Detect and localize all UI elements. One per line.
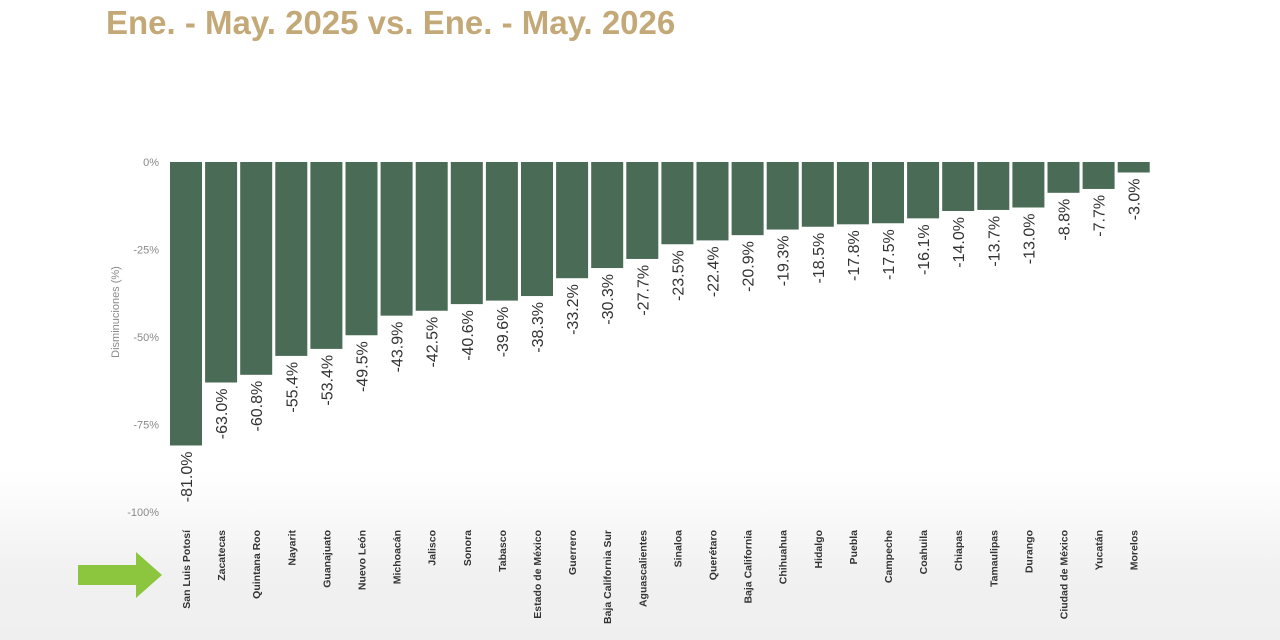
- bar: [450, 162, 483, 305]
- data-label: -53.4%: [319, 355, 336, 406]
- x-tick-label: Nuevo León: [357, 530, 369, 590]
- y-tick-label: -50%: [133, 332, 159, 344]
- y-tick-label: -100%: [127, 507, 159, 519]
- bar: [556, 162, 589, 279]
- x-tick-label: Tabasco: [497, 530, 509, 572]
- bar: [872, 162, 904, 224]
- highlight-arrow-icon: [78, 552, 162, 603]
- x-tick-label: Guanajuato: [321, 530, 333, 588]
- data-label: -33.2%: [565, 284, 582, 335]
- x-tick-label: Morelos: [1129, 530, 1141, 570]
- data-label: -13.7%: [986, 216, 1003, 267]
- data-label: -14.0%: [951, 217, 968, 268]
- x-tick-label: Estado de México: [532, 530, 544, 619]
- x-tick-label: Durango: [1023, 530, 1035, 573]
- data-label: -55.4%: [284, 362, 301, 413]
- bar: [1117, 162, 1150, 173]
- bar: [661, 162, 694, 245]
- x-tick-label: Tamaulipas: [988, 530, 1000, 587]
- data-label: -63.0%: [214, 389, 231, 440]
- bar: [907, 162, 940, 219]
- x-tick-label: Sinaloa: [672, 530, 684, 568]
- bar: [240, 162, 273, 375]
- data-label: -20.9%: [741, 241, 758, 292]
- background-fade: [0, 470, 1280, 640]
- bar: [942, 162, 975, 211]
- bar: [275, 162, 308, 356]
- x-tick-label: Zacatecas: [216, 530, 228, 581]
- x-tick-label: Chihuahua: [778, 530, 790, 584]
- x-tick-label: Campeche: [883, 530, 895, 583]
- x-tick-label: Ciudad de México: [1059, 530, 1071, 619]
- x-tick-label: San Luis Potosí: [181, 529, 193, 609]
- y-axis-label: Disminuciones (%): [110, 266, 122, 358]
- bar: [731, 162, 764, 236]
- x-tick-label: Quintana Roo: [251, 530, 263, 599]
- bar: [205, 162, 238, 383]
- x-tick-label: Querétaro: [708, 530, 720, 580]
- data-label: -19.3%: [776, 236, 793, 287]
- data-label: -81.0%: [179, 452, 196, 503]
- bar: [485, 162, 518, 301]
- bar: [836, 162, 869, 225]
- bar: [1082, 162, 1115, 189]
- x-tick-label: Hidalgo: [813, 530, 825, 569]
- data-label: -30.3%: [600, 274, 617, 325]
- data-label: -13.0%: [1021, 214, 1038, 265]
- bar: [696, 162, 729, 241]
- y-tick-label: -75%: [133, 420, 159, 432]
- y-tick-label: -25%: [133, 245, 159, 257]
- bar: [1047, 162, 1080, 193]
- data-label: -16.1%: [916, 224, 933, 275]
- bar: [310, 162, 343, 349]
- data-label: -42.5%: [425, 317, 442, 368]
- bar: [977, 162, 1010, 210]
- data-label: -60.8%: [249, 381, 266, 432]
- bar: [626, 162, 659, 259]
- x-tick-label: Chiapas: [953, 530, 965, 571]
- x-tick-label: Yucatán: [1094, 530, 1106, 570]
- bar: [170, 162, 202, 446]
- data-label: -17.8%: [846, 230, 863, 281]
- x-tick-label: Puebla: [848, 530, 860, 565]
- data-label: -23.5%: [670, 250, 687, 301]
- data-label: -18.5%: [811, 233, 828, 284]
- data-label: -49.5%: [355, 341, 372, 392]
- data-label: -7.7%: [1092, 195, 1109, 237]
- data-label: -43.9%: [390, 322, 407, 373]
- bar: [415, 162, 448, 311]
- data-label: -22.4%: [706, 246, 723, 297]
- data-label: -38.3%: [530, 302, 547, 353]
- chart-title: Ene. - May. 2025 vs. Ene. - May. 2026: [106, 4, 676, 41]
- data-label: -17.5%: [881, 229, 898, 280]
- data-label: -27.7%: [635, 265, 652, 316]
- x-tick-label: Coahuila: [918, 530, 930, 574]
- x-tick-label: Nayarit: [286, 530, 298, 566]
- bar: [521, 162, 553, 297]
- x-tick-label: Sonora: [462, 530, 474, 566]
- bar: [380, 162, 413, 316]
- bar: [345, 162, 378, 336]
- data-label: -39.6%: [495, 307, 512, 358]
- x-tick-label: Baja California Sur: [602, 530, 614, 624]
- x-tick-label: Guerrero: [567, 530, 579, 575]
- data-label: -40.6%: [460, 310, 477, 361]
- data-label: -3.0%: [1127, 179, 1144, 221]
- x-tick-label: Michoacán: [392, 530, 404, 584]
- bar: [766, 162, 799, 230]
- bar: [591, 162, 624, 269]
- bar: [1012, 162, 1045, 208]
- x-tick-label: Aguascalientes: [637, 530, 649, 607]
- bar: [801, 162, 834, 227]
- x-tick-label: Baja California: [743, 530, 755, 604]
- data-label: -8.8%: [1057, 199, 1074, 241]
- y-tick-label: 0%: [143, 157, 159, 169]
- x-tick-label: Jalisco: [427, 530, 439, 566]
